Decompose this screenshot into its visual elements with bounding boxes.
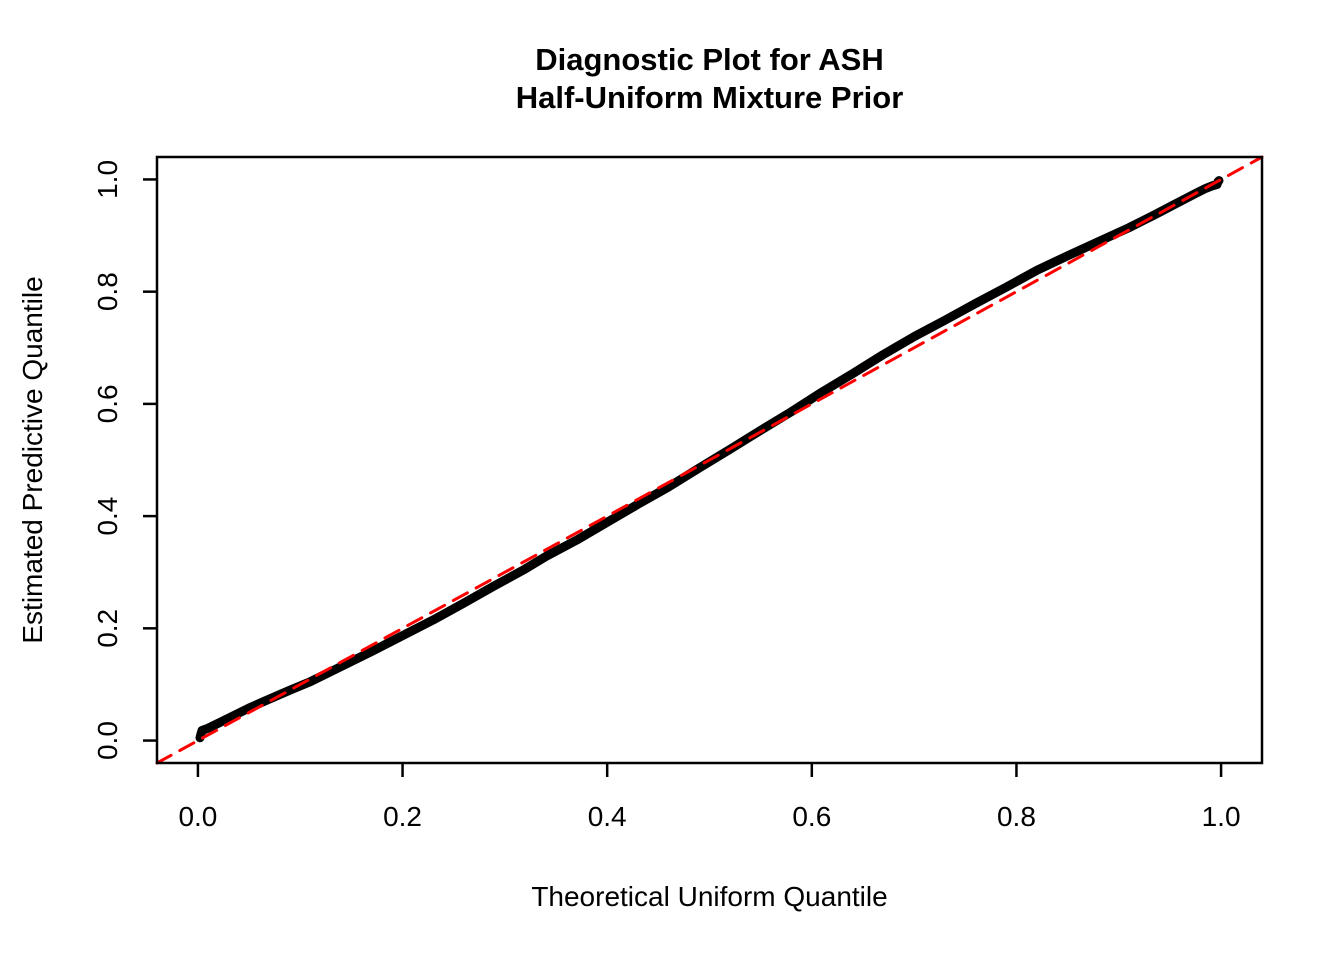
- plot-box: [155, 155, 1264, 765]
- chart-title-line2: Half-Uniform Mixture Prior: [515, 80, 904, 115]
- reference-line: [155, 155, 1264, 765]
- x-tick-label: 0.8: [997, 801, 1036, 832]
- chart-title: Diagnostic Plot for ASH Half-Uniform Mix…: [157, 41, 1262, 117]
- y-tick-label: 0.4: [92, 497, 123, 536]
- y-tick-label: 0.6: [92, 384, 123, 423]
- x-tick-label: 0.0: [178, 801, 217, 832]
- x-axis-label: Theoretical Uniform Quantile: [531, 881, 888, 912]
- chart-title-line1: Diagnostic Plot for ASH: [535, 42, 884, 77]
- y-tick-label: 0.2: [92, 609, 123, 648]
- y-tick-label: 0.0: [92, 721, 123, 760]
- x-tick-label: 1.0: [1202, 801, 1241, 832]
- x-tick-label: 0.2: [383, 801, 422, 832]
- x-tick-label: 0.6: [792, 801, 831, 832]
- y-axis-label: Estimated Predictive Quantile: [17, 276, 48, 644]
- x-tick-label: 0.4: [588, 801, 627, 832]
- y-tick-label: 0.8: [92, 272, 123, 311]
- y-tick-label: 1.0: [92, 160, 123, 199]
